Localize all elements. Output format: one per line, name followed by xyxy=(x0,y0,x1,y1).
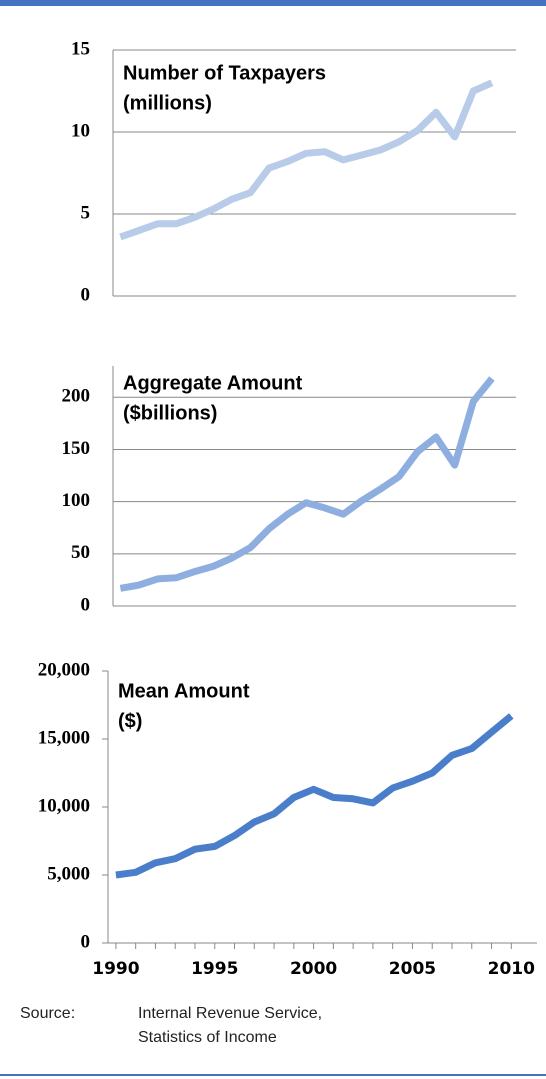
y-tick-label: 150 xyxy=(62,438,91,459)
x-tick-label: 1990 xyxy=(92,959,139,979)
chart-title: Aggregate Amount xyxy=(123,372,303,394)
chart-title: Mean Amount xyxy=(118,680,250,702)
data-line xyxy=(115,713,514,879)
y-tick-label: 5,000 xyxy=(47,863,90,884)
y-tick-label: 200 xyxy=(62,386,91,407)
y-tick-label: 50 xyxy=(71,542,90,563)
y-tick-label: 0 xyxy=(81,594,91,615)
y-tick-label: 100 xyxy=(62,490,91,511)
x-tick-label: 2000 xyxy=(290,959,337,979)
data-line xyxy=(119,79,494,241)
data-line xyxy=(119,376,495,592)
x-tick-label: 2005 xyxy=(389,959,436,979)
x-tick-label: 1995 xyxy=(191,959,238,979)
chart-title: (millions) xyxy=(123,92,212,114)
y-tick-label: 15 xyxy=(71,38,90,59)
y-tick-label: 0 xyxy=(81,284,91,305)
top-bar xyxy=(0,0,546,6)
source-label: Source: xyxy=(20,1005,75,1022)
y-tick-label: 20,000 xyxy=(38,659,90,680)
source-text: Internal Revenue Service, xyxy=(138,1005,322,1022)
chart-title: ($billions) xyxy=(123,402,217,424)
y-tick-label: 15,000 xyxy=(38,727,90,748)
bottom-bar xyxy=(0,1074,546,1076)
y-tick-label: 0 xyxy=(81,931,91,952)
x-tick-label: 2010 xyxy=(488,959,535,979)
y-tick-label: 10,000 xyxy=(38,795,90,816)
chart-title: Number of Taxpayers xyxy=(123,62,326,84)
y-tick-label: 5 xyxy=(81,202,91,223)
y-tick-label: 10 xyxy=(71,120,90,141)
chart-title: ($) xyxy=(118,710,142,732)
source-text: Statistics of Income xyxy=(138,1029,277,1046)
